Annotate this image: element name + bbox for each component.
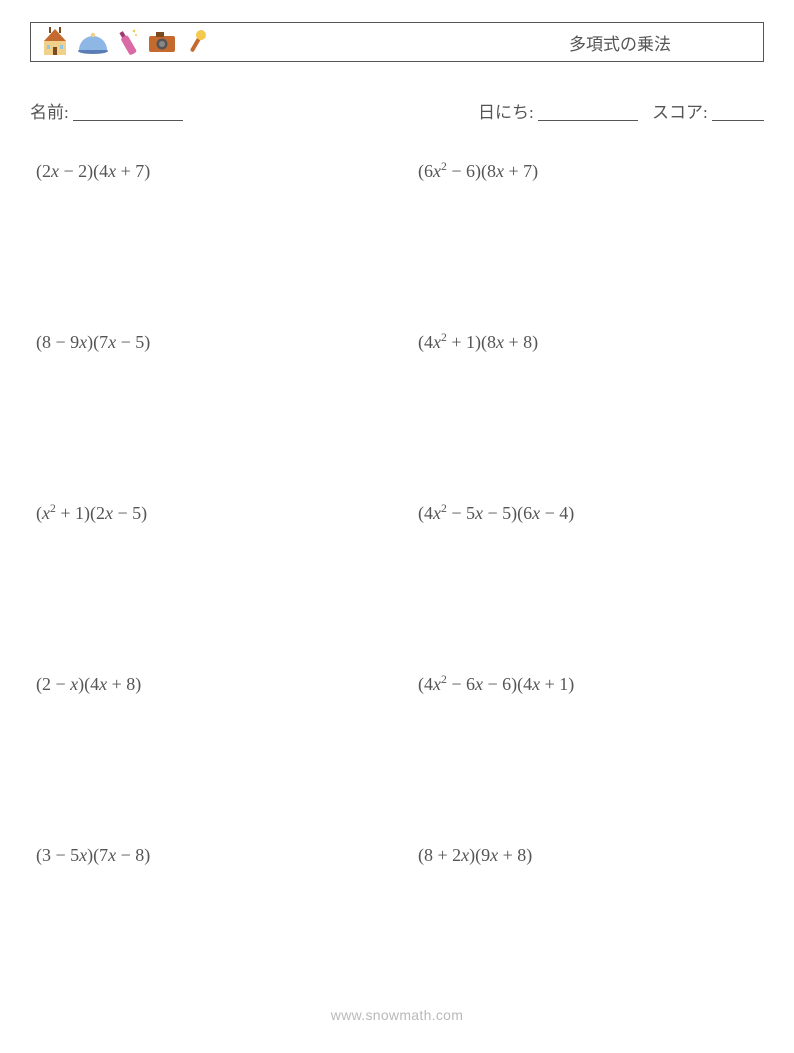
problem-5: (x2 + 1)(2x − 5): [30, 503, 382, 524]
title-bar: 多項式の乗法: [30, 22, 764, 62]
problem-9: (3 − 5x)(7x − 8): [30, 845, 382, 866]
date-field: 日にち:: [478, 104, 638, 121]
date-label: 日にち:: [478, 103, 534, 122]
mic-icon: [185, 27, 209, 57]
score-label: スコア:: [652, 103, 708, 122]
header-icon-strip: [41, 23, 209, 61]
bottle-icon: [117, 27, 139, 57]
meta-row: 名前: 日にち: スコア:: [30, 104, 764, 121]
church-icon: [41, 27, 69, 57]
problem-1: (2x − 2)(4x + 7): [30, 161, 382, 182]
problem-6: (4x2 − 5x − 5)(6x − 4): [412, 503, 764, 524]
worksheet-title: 多項式の乗法: [437, 30, 794, 55]
score-blank: [712, 104, 764, 121]
name-field: 名前:: [30, 104, 183, 121]
date-blank: [538, 104, 638, 121]
cloche-icon: [77, 29, 109, 55]
problem-8: (4x2 − 6x − 6)(4x + 1): [412, 674, 764, 695]
problem-3: (8 − 9x)(7x − 5): [30, 332, 382, 353]
name-blank: [73, 104, 183, 121]
problems-grid: (2x − 2)(4x + 7) (6x2 − 6)(8x + 7) (8 − 9x…: [30, 161, 764, 866]
problem-10: (8 + 2x)(9x + 8): [412, 845, 764, 866]
problem-2: (6x2 − 6)(8x + 7): [412, 161, 764, 182]
footer-url: www.snowmath.com: [30, 1007, 764, 1023]
score-field: スコア:: [652, 104, 764, 121]
name-label: 名前:: [30, 103, 69, 122]
problem-7: (2 − x)(4x + 8): [30, 674, 382, 695]
camera-icon: [147, 30, 177, 54]
problem-4: (4x2 + 1)(8x + 8): [412, 332, 764, 353]
